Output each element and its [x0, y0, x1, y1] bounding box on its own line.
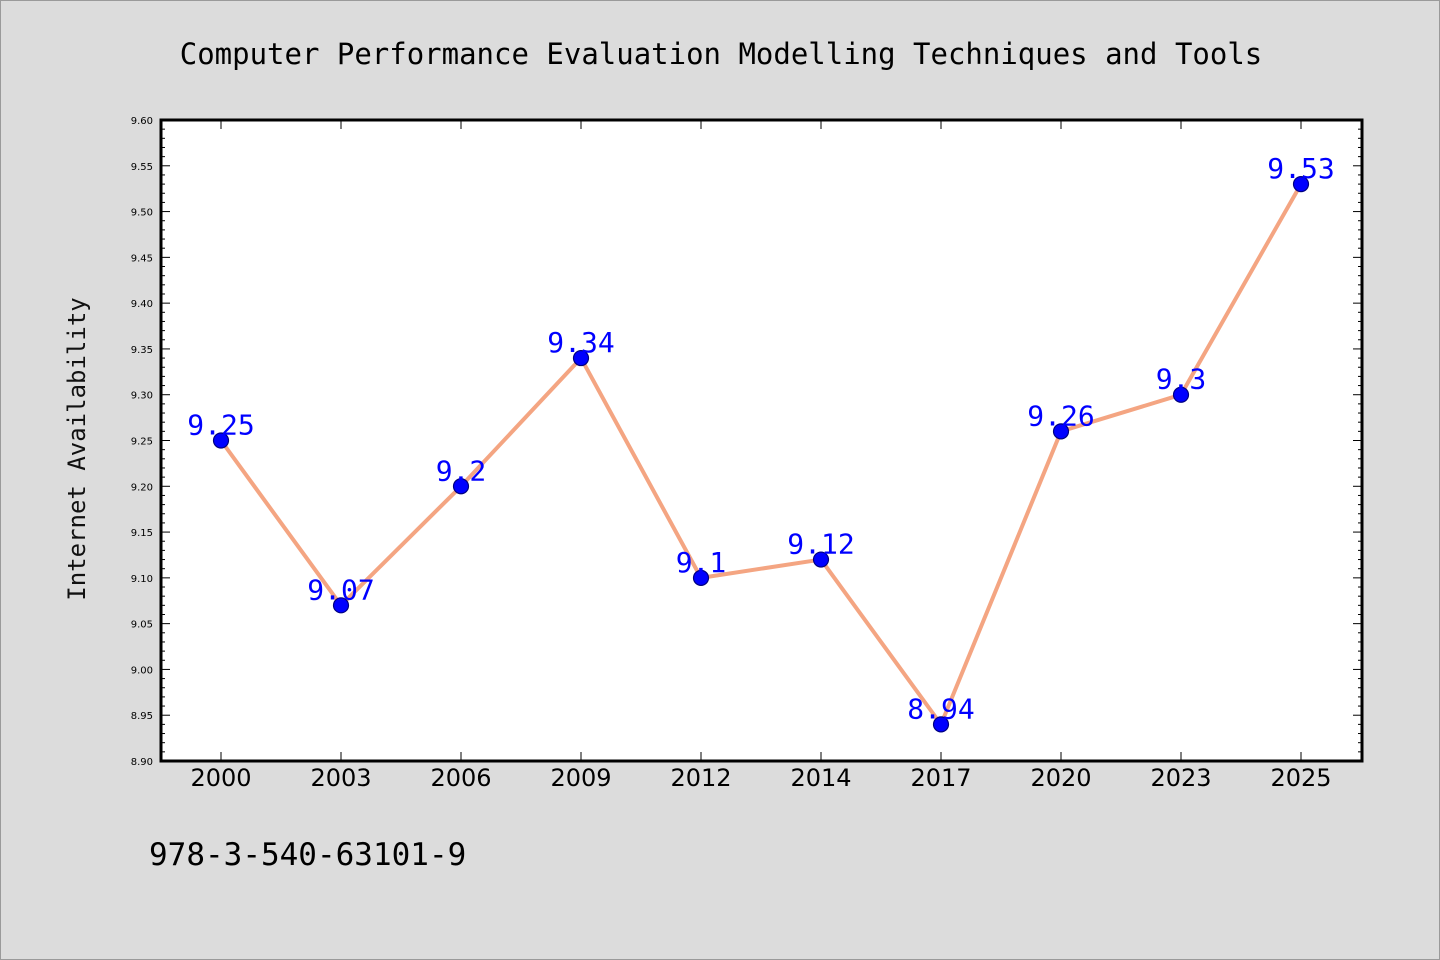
data-point-marker	[452, 478, 470, 495]
x-tick-label: 2025	[1270, 764, 1331, 792]
y-tick-label: 9.15	[131, 528, 153, 539]
data-point-marker	[692, 569, 710, 586]
x-tick-label: 2020	[1030, 764, 1091, 792]
y-axis-label: Internet Availability	[63, 297, 91, 600]
data-point-marker	[212, 432, 230, 449]
x-tick-label: 2014	[790, 764, 851, 792]
plot-area	[161, 120, 1362, 761]
y-tick-label: 9.40	[131, 299, 153, 310]
y-tick-label: 9.50	[131, 208, 153, 219]
y-tick-label: 9.25	[131, 437, 153, 448]
data-label: 9.1	[676, 546, 727, 579]
plot-frame	[159, 118, 1364, 763]
x-tick-label: 2003	[310, 764, 371, 792]
y-tick-label: 8.90	[131, 757, 153, 768]
y-tick-label: 8.95	[131, 711, 153, 722]
y-tick-label: 9.45	[131, 253, 153, 264]
data-point-marker	[812, 551, 830, 568]
data-label: 9.12	[787, 528, 854, 561]
data-label: 8.94	[907, 692, 974, 725]
data-label: 9.3	[1156, 363, 1207, 396]
x-tick-label: 2017	[910, 764, 971, 792]
x-tick-label: 2000	[190, 764, 251, 792]
data-label: 9.53	[1267, 152, 1334, 185]
data-point-marker	[332, 597, 350, 614]
y-tick-label: 9.60	[131, 116, 153, 127]
series-markers-group	[212, 176, 1310, 733]
y-tick-label: 9.55	[131, 162, 153, 173]
x-axis-ticks: 2000 2003 2006 2009 2012 2014 2017 2020 2023 2025	[190, 120, 1332, 792]
x-tick-label: 2012	[670, 764, 731, 792]
x-tick-label: 2009	[550, 764, 611, 792]
y-tick-label: 9.30	[131, 391, 153, 402]
data-labels-group: 9.25 9.07 9.2 9.34 9.1 9.12 8.94 9.26 9.3 9.53	[187, 152, 1334, 725]
data-point-marker	[572, 349, 590, 367]
x-tick-label: 2006	[430, 764, 491, 792]
isbn-footer: 978-3-540-63101-9	[149, 837, 466, 873]
data-point-marker	[932, 716, 950, 733]
y-tick-label: 9.00	[131, 665, 153, 676]
data-label: 9.26	[1027, 399, 1094, 432]
data-label: 9.07	[307, 573, 374, 606]
data-point-marker	[1052, 423, 1070, 440]
y-tick-label: 9.10	[131, 574, 153, 585]
data-label: 9.2	[436, 454, 487, 487]
data-label: 9.25	[187, 409, 254, 442]
y-tick-label: 9.20	[131, 482, 153, 493]
y-tick-label: 9.05	[131, 620, 153, 631]
data-point-marker	[1292, 176, 1310, 193]
series-line-group	[219, 182, 1303, 727]
chart-title: Computer Performance Evaluation Modellin…	[180, 37, 1263, 71]
y-tick-label: 9.35	[131, 345, 153, 356]
data-point-marker	[1172, 386, 1190, 403]
x-tick-label: 2023	[1150, 764, 1211, 792]
data-label: 9.34	[547, 326, 614, 359]
series-line	[219, 182, 1303, 727]
